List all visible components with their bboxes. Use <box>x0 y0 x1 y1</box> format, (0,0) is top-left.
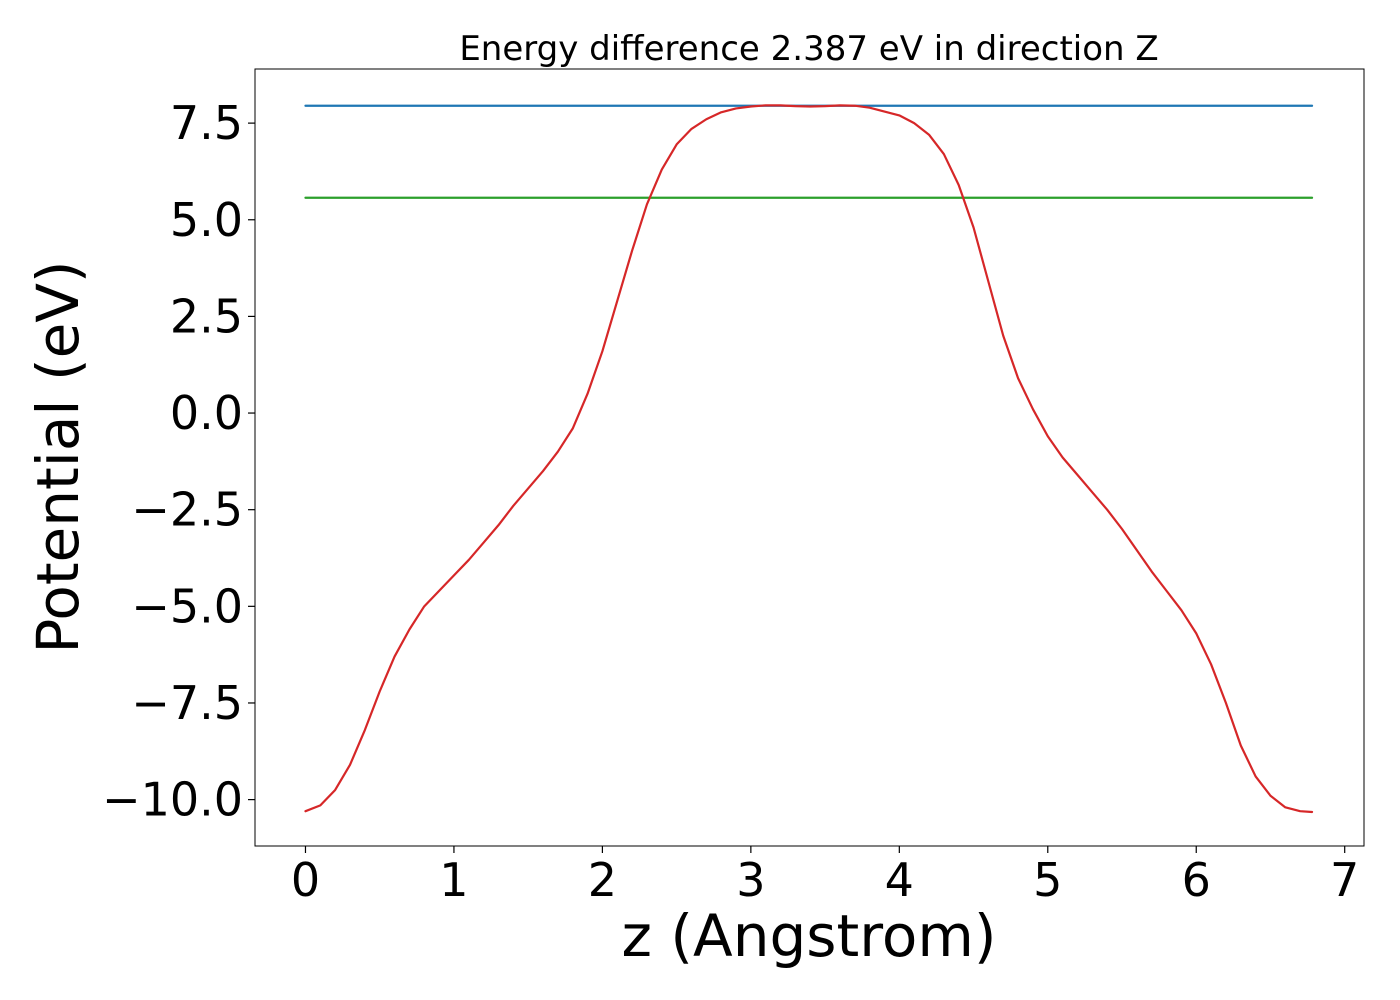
chart-title: Energy difference 2.387 eV in direction … <box>459 29 1158 69</box>
y-tick-label: −10.0 <box>102 773 243 827</box>
x-axis: 0 1 2 3 4 5 6 7 <box>291 846 1359 907</box>
y-axis: −10.0 −7.5 −5.0 −2.5 0.0 2.5 5.0 7.5 <box>102 96 255 827</box>
y-tick-label: 7.5 <box>170 96 243 150</box>
y-tick-label: 0.0 <box>170 386 243 440</box>
x-tick-label: 7 <box>1330 853 1359 907</box>
plot-frame <box>254 68 1365 847</box>
x-tick-label: 5 <box>1033 853 1062 907</box>
x-tick-label: 4 <box>885 853 914 907</box>
x-tick-label: 6 <box>1182 853 1211 907</box>
y-tick-label: −7.5 <box>131 676 243 730</box>
x-axis-label: z (Angstrom) <box>622 902 997 970</box>
x-tick-label: 1 <box>439 853 468 907</box>
y-tick-label: −2.5 <box>131 483 243 537</box>
y-tick-label: −5.0 <box>131 579 243 633</box>
y-tick-label: 2.5 <box>170 289 243 343</box>
y-tick-label: 5.0 <box>170 193 243 247</box>
x-tick-label: 2 <box>588 853 617 907</box>
series-layer <box>304 104 1314 814</box>
x-tick-label: 3 <box>736 853 765 907</box>
x-tick-label: 0 <box>291 853 320 907</box>
series-line-red <box>304 104 1314 814</box>
y-axis-label: Potential (eV) <box>24 260 92 653</box>
